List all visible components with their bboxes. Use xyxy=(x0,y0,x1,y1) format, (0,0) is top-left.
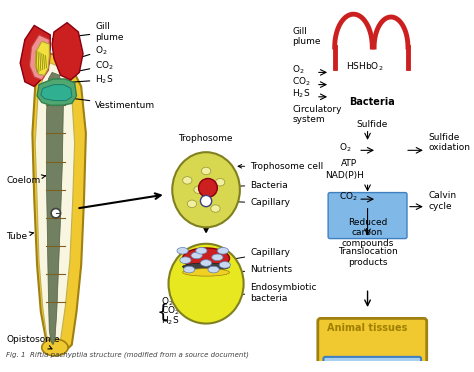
Text: ATP: ATP xyxy=(341,159,357,168)
FancyBboxPatch shape xyxy=(318,318,427,372)
Text: Trophosome: Trophosome xyxy=(178,134,232,143)
Ellipse shape xyxy=(177,247,188,254)
FancyBboxPatch shape xyxy=(323,357,421,372)
Polygon shape xyxy=(46,73,64,345)
Text: O$_2$: O$_2$ xyxy=(292,63,305,76)
Text: Sulfide: Sulfide xyxy=(356,120,388,129)
Text: Reduced
carbon
compounds: Reduced carbon compounds xyxy=(341,218,394,248)
Text: HSHbO$_2$: HSHbO$_2$ xyxy=(346,61,383,73)
Text: Bacteria: Bacteria xyxy=(349,97,395,107)
Circle shape xyxy=(201,195,212,207)
Text: Translocation
products: Translocation products xyxy=(337,247,397,267)
Text: O$_2$: O$_2$ xyxy=(57,45,108,65)
Ellipse shape xyxy=(219,262,230,268)
Text: Circulatory
system: Circulatory system xyxy=(292,105,342,124)
Ellipse shape xyxy=(42,339,68,356)
Ellipse shape xyxy=(182,177,192,184)
Ellipse shape xyxy=(201,260,212,266)
Ellipse shape xyxy=(191,252,202,259)
Ellipse shape xyxy=(172,152,240,227)
Text: {: { xyxy=(156,302,169,321)
Text: Capillary: Capillary xyxy=(215,198,290,208)
Ellipse shape xyxy=(208,266,219,273)
Ellipse shape xyxy=(216,179,225,186)
Text: H$_2$S: H$_2$S xyxy=(161,314,179,327)
Text: H$_2$S: H$_2$S xyxy=(66,74,114,86)
Ellipse shape xyxy=(169,244,244,324)
Text: O$_2$: O$_2$ xyxy=(339,141,352,154)
Text: Sulfide
oxidation: Sulfide oxidation xyxy=(428,133,471,152)
Text: CO$_2$: CO$_2$ xyxy=(62,60,114,76)
Polygon shape xyxy=(37,79,76,105)
Circle shape xyxy=(199,179,218,197)
Polygon shape xyxy=(41,84,72,100)
Text: Gill
plume: Gill plume xyxy=(292,27,321,46)
Text: O$_2$: O$_2$ xyxy=(161,295,173,308)
Polygon shape xyxy=(35,41,49,75)
Ellipse shape xyxy=(182,269,229,276)
Text: Vestimentum: Vestimentum xyxy=(57,95,155,110)
Ellipse shape xyxy=(196,247,207,254)
Text: Trophosome cell: Trophosome cell xyxy=(238,162,323,171)
Text: Fig. 1  Riftia pachyptila structure (modified from a source document): Fig. 1 Riftia pachyptila structure (modi… xyxy=(6,352,249,358)
Text: Calvin
cycle: Calvin cycle xyxy=(428,191,457,211)
Text: CO$_2$: CO$_2$ xyxy=(161,305,180,317)
Polygon shape xyxy=(52,23,83,80)
Text: CO$_2$: CO$_2$ xyxy=(339,190,358,203)
Text: Tube: Tube xyxy=(6,232,33,241)
FancyBboxPatch shape xyxy=(328,193,407,238)
Text: Nutrients: Nutrients xyxy=(232,265,292,274)
Text: Coelom: Coelom xyxy=(6,175,46,185)
Text: Endosymbiotic
bacteria: Endosymbiotic bacteria xyxy=(223,283,317,303)
Ellipse shape xyxy=(182,263,229,270)
Ellipse shape xyxy=(182,248,229,269)
Ellipse shape xyxy=(201,167,211,175)
Text: Opistosome: Opistosome xyxy=(6,336,60,349)
Ellipse shape xyxy=(180,257,191,263)
Ellipse shape xyxy=(194,186,203,193)
Polygon shape xyxy=(32,54,86,354)
Text: Capillary: Capillary xyxy=(230,248,290,261)
Text: CO$_2$: CO$_2$ xyxy=(292,76,311,88)
Text: H$_2$S: H$_2$S xyxy=(292,88,311,100)
Text: Animal tissues: Animal tissues xyxy=(328,323,408,333)
Ellipse shape xyxy=(218,247,228,254)
Polygon shape xyxy=(20,25,50,86)
Ellipse shape xyxy=(211,205,220,212)
Polygon shape xyxy=(35,63,74,347)
Polygon shape xyxy=(29,35,50,80)
Ellipse shape xyxy=(187,200,197,208)
Text: Gill
plume: Gill plume xyxy=(52,22,124,42)
Text: Bacteria: Bacteria xyxy=(219,180,288,190)
Circle shape xyxy=(51,209,61,218)
Text: NAD(P)H: NAD(P)H xyxy=(325,170,364,180)
Ellipse shape xyxy=(183,266,195,273)
Ellipse shape xyxy=(212,254,223,261)
